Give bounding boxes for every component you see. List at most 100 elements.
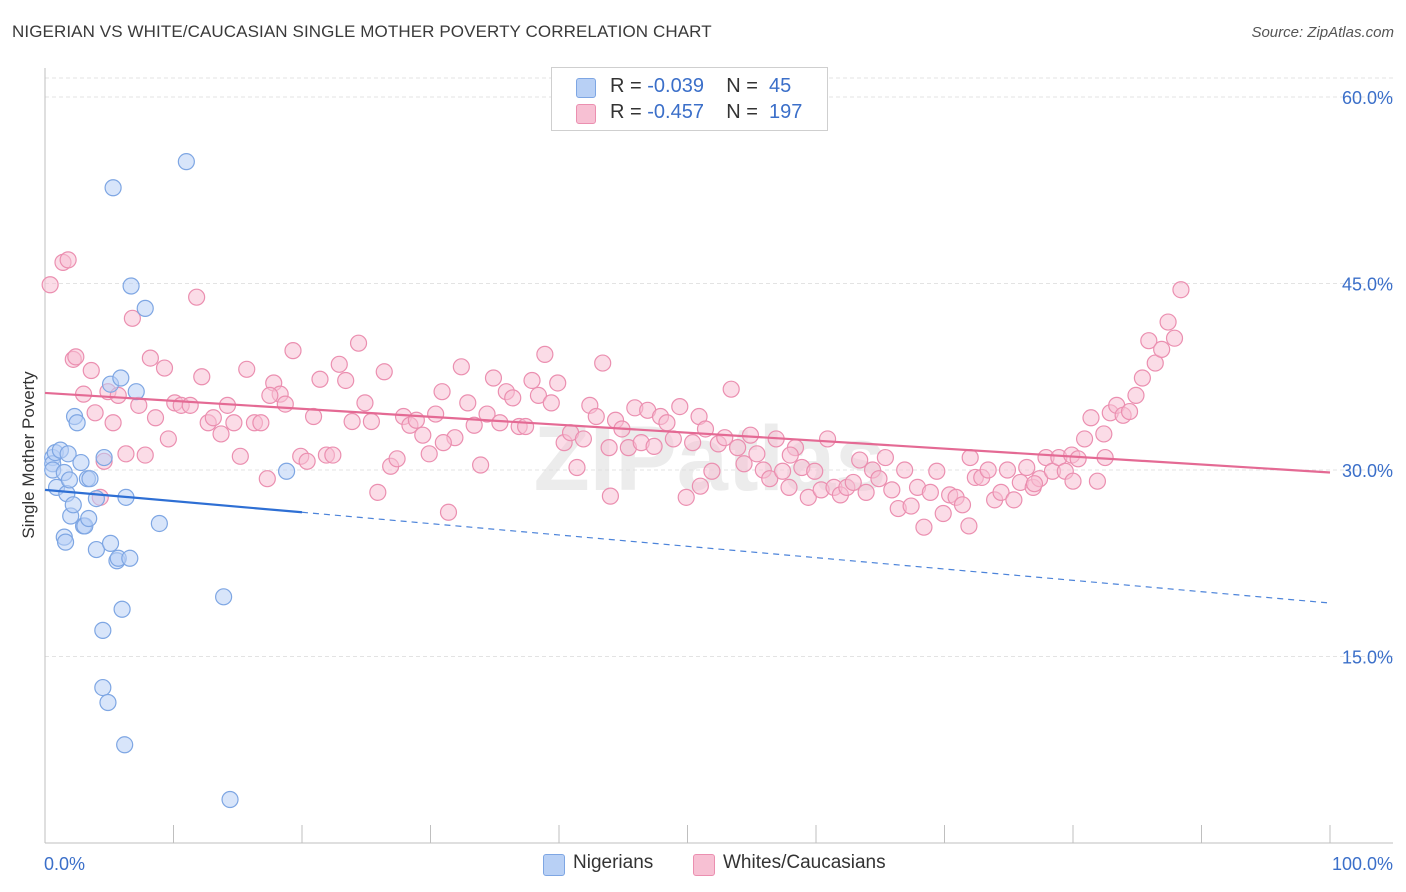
data-point	[159, 430, 177, 448]
data-point	[439, 503, 458, 521]
trend-lines	[44, 391, 1331, 604]
data-point	[64, 496, 82, 514]
data-point	[1165, 329, 1184, 347]
data-point	[121, 549, 139, 567]
data-point	[117, 445, 135, 463]
data-point	[258, 470, 276, 488]
data-point	[94, 678, 112, 697]
data-point	[799, 488, 817, 506]
data-point	[141, 349, 159, 367]
tick-labels: 15.0% 30.0% 45.0% 60.0% 0.0% 100.0%	[44, 88, 1393, 874]
data-point	[1069, 450, 1087, 468]
data-point	[452, 358, 470, 376]
data-point	[960, 517, 978, 535]
data-point	[188, 288, 206, 306]
data-point	[298, 452, 316, 470]
data-point	[761, 470, 779, 488]
series-legend: Nigerians Whites/Caucasians	[0, 852, 1406, 878]
data-point	[67, 348, 85, 366]
data-point	[870, 470, 888, 488]
data-point	[434, 434, 452, 452]
r-value: -0.457	[647, 101, 704, 123]
legend-swatch-pink	[693, 854, 715, 876]
data-point	[934, 504, 952, 523]
data-point	[504, 389, 522, 407]
data-point	[82, 361, 100, 380]
data-point	[123, 309, 141, 327]
data-point	[127, 383, 145, 401]
data-point	[212, 425, 230, 443]
data-point	[122, 277, 140, 295]
data-point	[671, 397, 689, 416]
data-point	[465, 416, 483, 434]
data-point	[780, 478, 798, 497]
trend-line-nigerians-extrapolated	[301, 511, 1331, 604]
data-point	[113, 600, 131, 618]
data-point	[94, 621, 112, 639]
data-point	[146, 409, 165, 427]
data-point	[215, 588, 233, 606]
data-point	[961, 448, 979, 467]
data-point	[902, 497, 920, 515]
data-point	[277, 462, 296, 480]
data-point	[587, 407, 605, 426]
data-point	[953, 496, 972, 514]
data-point	[388, 450, 406, 468]
data-point	[645, 437, 663, 455]
legend-label: Whites/Caucasians	[723, 852, 886, 873]
legend-swatch-blue	[543, 854, 565, 876]
legend-swatch-blue	[576, 78, 596, 98]
data-point	[600, 439, 618, 457]
n-value: 197	[769, 101, 803, 123]
data-point	[369, 483, 387, 501]
data-point	[1088, 472, 1107, 490]
data-point	[844, 473, 862, 492]
source-credit: Source: ZipAtlas.com	[1251, 24, 1394, 41]
data-point	[1153, 340, 1171, 358]
data-point	[574, 430, 593, 448]
r-value: -0.039	[647, 75, 704, 97]
data-point	[59, 445, 77, 463]
data-point	[484, 369, 503, 387]
y-axis-label: Single Mother Poverty	[19, 371, 38, 539]
data-point	[1005, 491, 1023, 509]
data-point	[568, 458, 586, 477]
data-point	[928, 462, 946, 480]
data-point	[59, 251, 77, 269]
data-point	[231, 447, 249, 465]
data-point	[883, 481, 901, 499]
data-point	[284, 342, 302, 360]
data-point	[1075, 430, 1094, 448]
y-tick-label: 45.0%	[1342, 275, 1393, 295]
data-point	[60, 471, 79, 489]
data-point	[998, 461, 1017, 479]
y-tick-label: 15.0%	[1342, 648, 1393, 668]
data-point	[420, 445, 438, 463]
trend-line-nigerians	[44, 488, 303, 514]
data-point	[594, 354, 612, 372]
data-point	[375, 363, 393, 381]
data-point	[542, 394, 560, 412]
data-point	[116, 736, 134, 754]
series-nigerians	[44, 153, 296, 809]
data-point	[523, 371, 541, 390]
data-point	[324, 446, 342, 464]
data-point	[81, 470, 99, 488]
n-label: N =	[726, 101, 758, 123]
r-label: R =	[610, 75, 642, 97]
chart-title: NIGERIAN VS WHITE/CAUCASIAN SINGLE MOTHE…	[12, 22, 712, 41]
data-point	[472, 456, 490, 474]
data-point	[414, 426, 432, 444]
data-point	[177, 153, 195, 171]
data-point	[104, 179, 122, 197]
data-point	[722, 380, 740, 398]
data-point	[691, 477, 709, 495]
x-tick-label: 0.0%	[44, 854, 85, 874]
data-point	[427, 405, 445, 423]
y-tick-label: 30.0%	[1342, 461, 1393, 481]
data-point	[252, 414, 270, 432]
data-point	[1120, 402, 1139, 421]
data-point	[362, 412, 380, 431]
data-point	[1172, 281, 1190, 299]
